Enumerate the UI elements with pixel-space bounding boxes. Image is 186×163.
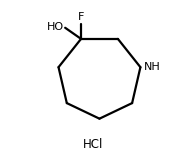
Text: HCl: HCl <box>83 138 103 151</box>
Text: HO: HO <box>47 22 64 32</box>
Text: NH: NH <box>144 62 161 72</box>
Text: F: F <box>78 12 84 22</box>
